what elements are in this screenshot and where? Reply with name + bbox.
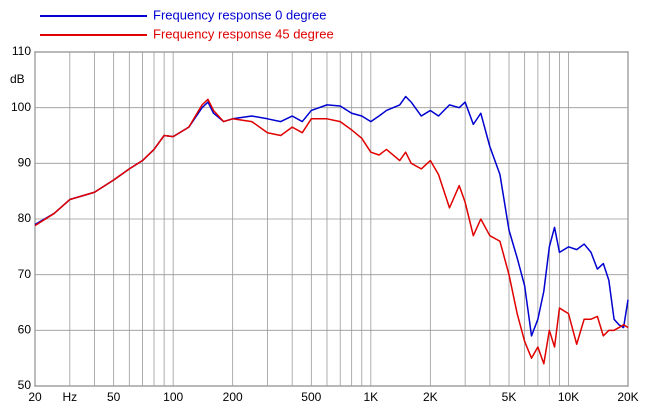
y-tick-label: 50 <box>18 378 32 392</box>
y-tick-label: 110 <box>12 44 31 58</box>
x-tick-label: Hz <box>62 390 77 404</box>
x-tick-label: 200 <box>223 390 243 404</box>
y-tick-label: 60 <box>18 323 32 337</box>
x-tick-label: 10K <box>558 390 579 404</box>
legend-text: Frequency response 0 degree <box>153 7 326 22</box>
y-tick-label: 100 <box>11 100 31 114</box>
series-line <box>34 98 629 365</box>
y-tick-label: 90 <box>18 156 32 170</box>
y-tick-label: 70 <box>18 267 32 281</box>
x-tick-label: 20K <box>617 390 638 404</box>
x-tick-label: 50 <box>107 390 121 404</box>
x-tick-label: 2K <box>423 390 438 404</box>
x-tick-label: 5K <box>502 390 517 404</box>
x-tick-label: 1K <box>363 390 378 404</box>
x-tick-label: 100 <box>163 390 183 404</box>
series-line <box>34 95 629 337</box>
x-tick-label: 20 <box>28 390 42 404</box>
legend-text: Frequency response 45 degree <box>153 26 334 41</box>
y-tick-label: 80 <box>18 211 32 225</box>
y-axis-label: dB <box>10 72 25 86</box>
x-tick-label: 500 <box>301 390 321 404</box>
